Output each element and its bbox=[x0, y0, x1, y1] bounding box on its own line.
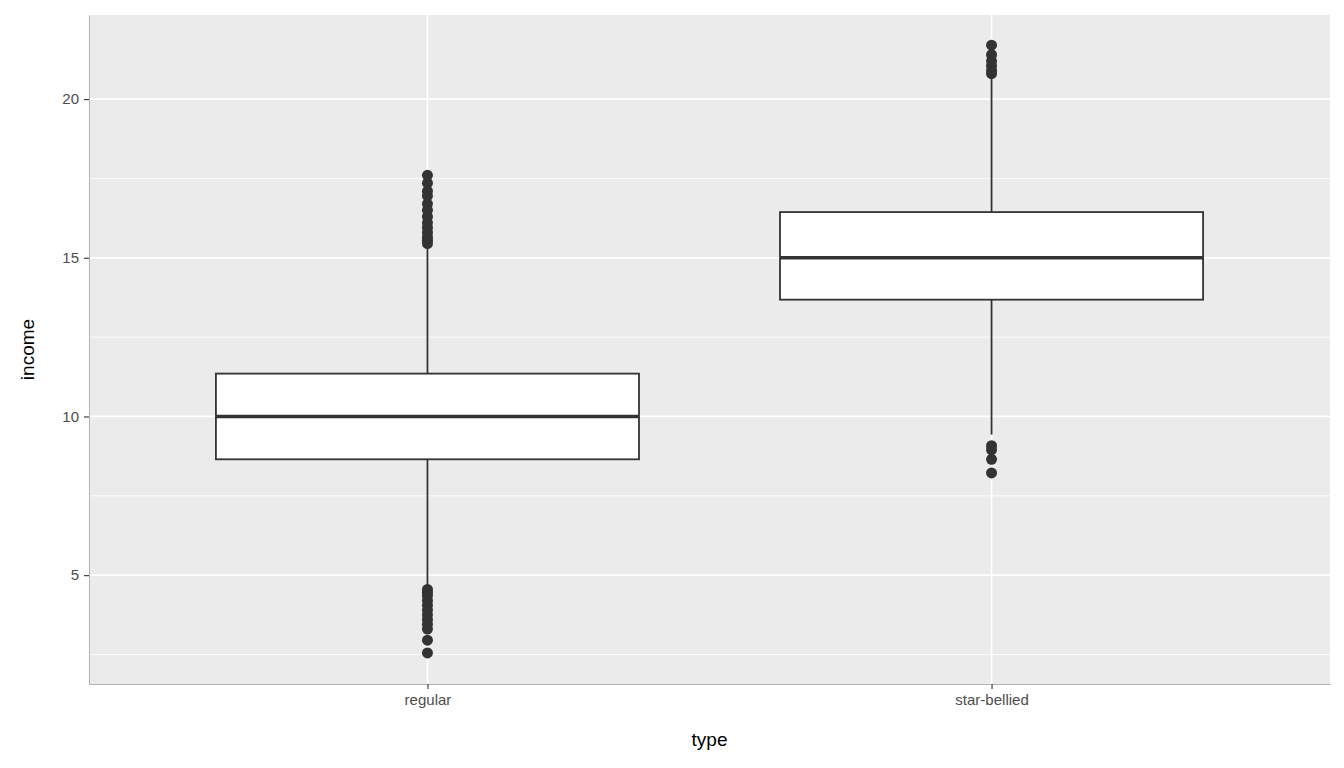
y-tick-mark bbox=[84, 99, 89, 100]
outlier bbox=[986, 40, 997, 51]
x-tick-label: star-bellied bbox=[955, 691, 1028, 708]
plot-area bbox=[216, 40, 1203, 659]
y-axis-line bbox=[89, 16, 90, 685]
x-tick: regular bbox=[405, 684, 452, 708]
minor-grid-line bbox=[89, 178, 1330, 179]
panel-background bbox=[89, 15, 1330, 684]
x-tick: star-bellied bbox=[955, 684, 1028, 708]
y-tick: 15 bbox=[62, 249, 89, 266]
x-grid-line bbox=[427, 15, 429, 684]
box-group bbox=[216, 170, 639, 659]
upper-whisker bbox=[991, 78, 993, 212]
y-tick-label: 15 bbox=[62, 249, 79, 266]
y-tick: 5 bbox=[71, 566, 89, 583]
lower-whisker bbox=[427, 459, 429, 586]
outlier bbox=[422, 635, 433, 646]
outlier bbox=[422, 170, 433, 181]
lower-whisker bbox=[991, 300, 993, 435]
y-tick: 20 bbox=[62, 90, 89, 107]
outlier bbox=[986, 454, 997, 465]
outlier bbox=[986, 467, 997, 478]
x-axis-title: type bbox=[692, 729, 728, 750]
major-grid-line bbox=[89, 98, 1330, 100]
y-tick-mark bbox=[84, 258, 89, 259]
outlier bbox=[986, 444, 997, 455]
major-grid-line bbox=[89, 574, 1330, 576]
major-grid-line bbox=[89, 416, 1330, 418]
x-axis-line bbox=[90, 684, 1331, 685]
y-tick-label: 5 bbox=[71, 566, 79, 583]
x-tick-label: regular bbox=[405, 691, 452, 708]
major-grid-line bbox=[89, 257, 1330, 259]
x-axis: regular star-bellied bbox=[90, 684, 1331, 708]
box bbox=[780, 212, 1203, 300]
y-axis: 5 10 15 20 bbox=[62, 16, 89, 685]
y-axis-title: income bbox=[17, 319, 38, 380]
outlier bbox=[986, 49, 997, 60]
upper-whisker bbox=[427, 247, 429, 374]
minor-grid-line bbox=[89, 337, 1330, 338]
minor-grid-line bbox=[89, 654, 1330, 655]
minor-grid-line bbox=[89, 495, 1330, 496]
median bbox=[780, 256, 1203, 260]
y-tick-label: 10 bbox=[62, 408, 79, 425]
outlier bbox=[422, 647, 433, 658]
y-tick: 10 bbox=[62, 408, 89, 425]
box-group bbox=[780, 40, 1203, 479]
grid bbox=[89, 15, 1330, 684]
y-tick-mark bbox=[84, 416, 89, 417]
y-tick-label: 20 bbox=[62, 90, 79, 107]
y-tick-mark bbox=[84, 575, 89, 576]
chart: 5 10 15 20 regular star-bellied type income bbox=[0, 0, 1344, 768]
outlier bbox=[422, 624, 433, 635]
x-tick-mark bbox=[991, 684, 992, 689]
x-grid-line bbox=[991, 15, 993, 684]
x-tick-mark bbox=[427, 684, 428, 689]
box bbox=[216, 374, 639, 460]
median bbox=[216, 415, 639, 419]
